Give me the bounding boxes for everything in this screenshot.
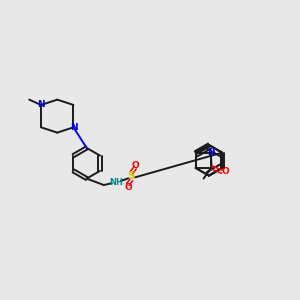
Text: O: O xyxy=(221,167,229,176)
Text: O: O xyxy=(124,183,132,192)
Text: N: N xyxy=(70,123,77,132)
Text: NH: NH xyxy=(109,178,123,187)
Text: S: S xyxy=(128,171,135,181)
Text: N: N xyxy=(207,148,215,157)
Text: O: O xyxy=(131,160,139,169)
Text: N: N xyxy=(37,100,45,109)
